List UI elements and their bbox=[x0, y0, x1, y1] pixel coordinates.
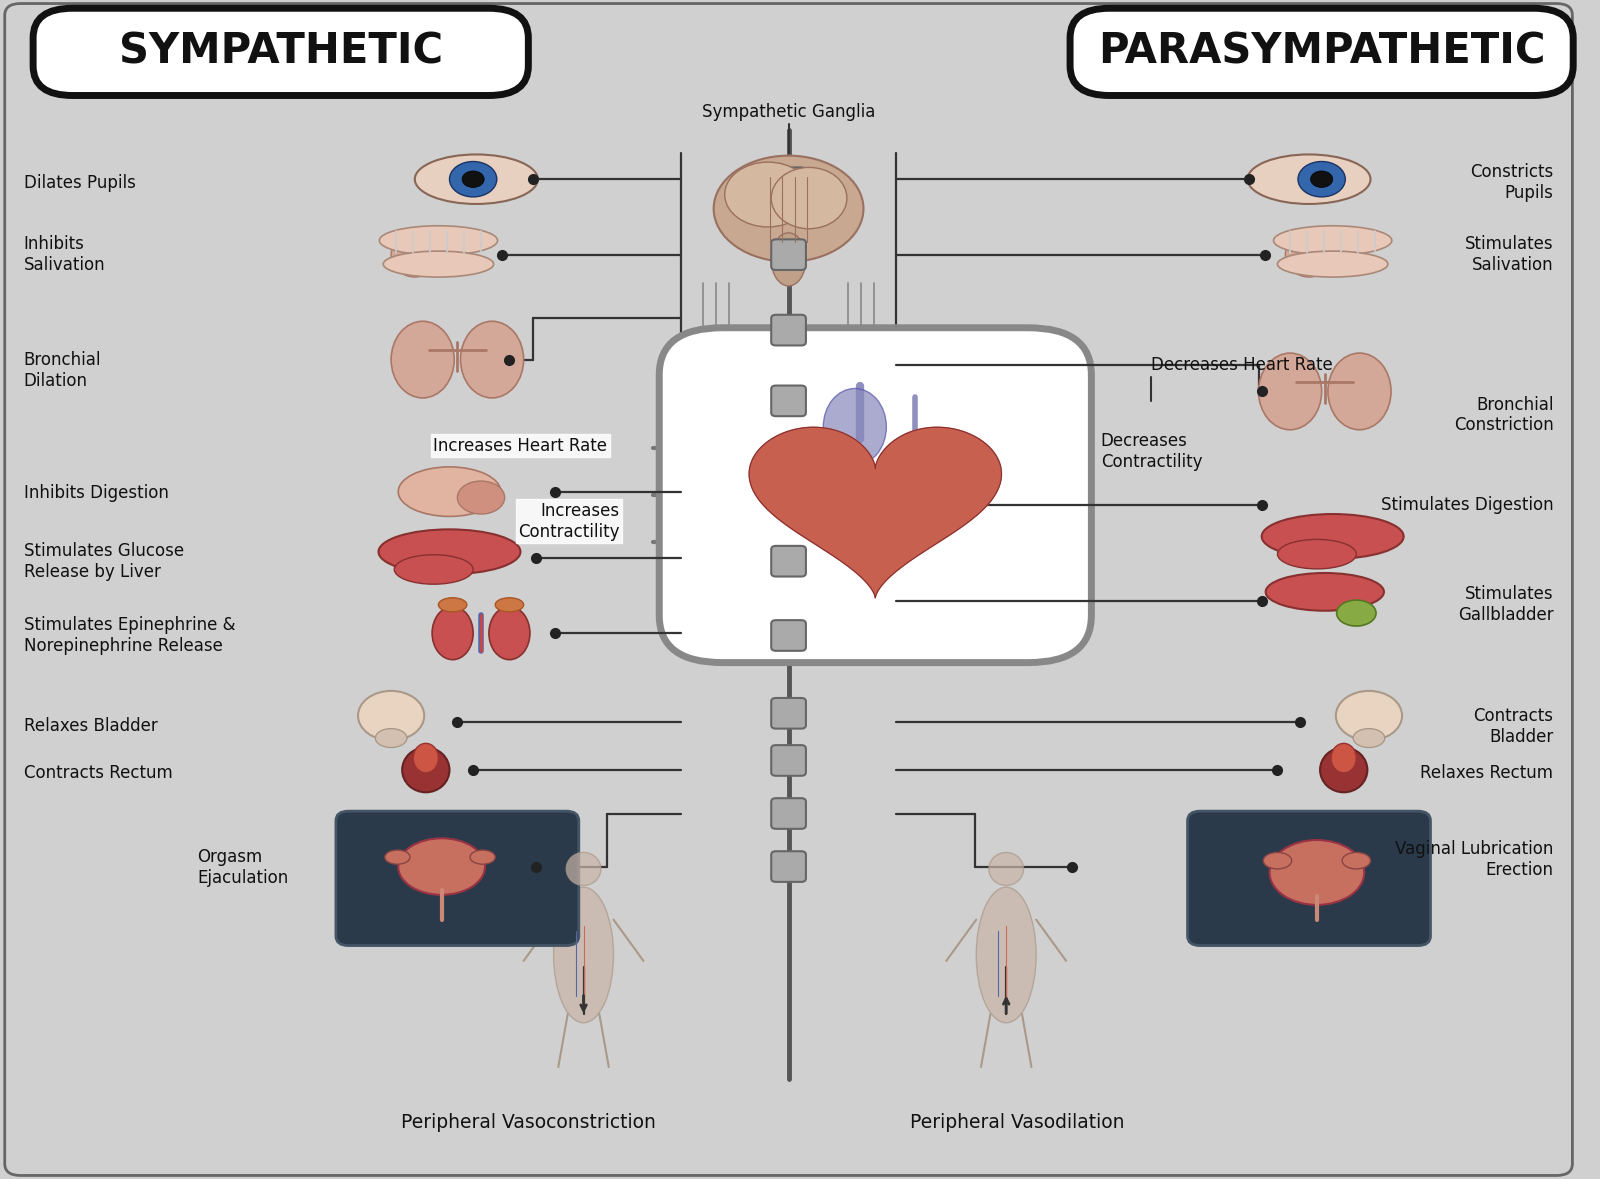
Ellipse shape bbox=[1336, 600, 1376, 626]
Text: SYMPATHETIC: SYMPATHETIC bbox=[118, 31, 443, 73]
Ellipse shape bbox=[1354, 729, 1384, 747]
Text: Stimulates Digestion: Stimulates Digestion bbox=[1381, 495, 1554, 514]
Ellipse shape bbox=[1285, 232, 1333, 277]
Ellipse shape bbox=[398, 467, 501, 516]
Text: Dilates Pupils: Dilates Pupils bbox=[24, 173, 136, 192]
Ellipse shape bbox=[358, 691, 424, 740]
Ellipse shape bbox=[976, 887, 1037, 1023]
Ellipse shape bbox=[1269, 839, 1365, 905]
Text: Stimulates
Salivation: Stimulates Salivation bbox=[1466, 236, 1554, 274]
Ellipse shape bbox=[1266, 573, 1384, 611]
Text: Inhibits
Salivation: Inhibits Salivation bbox=[24, 236, 106, 274]
Ellipse shape bbox=[438, 598, 467, 612]
FancyBboxPatch shape bbox=[659, 328, 1091, 663]
Text: Increases Heart Rate: Increases Heart Rate bbox=[434, 436, 606, 455]
Polygon shape bbox=[749, 427, 1002, 598]
Ellipse shape bbox=[414, 154, 538, 204]
Ellipse shape bbox=[725, 163, 811, 228]
Ellipse shape bbox=[470, 850, 496, 864]
Ellipse shape bbox=[390, 322, 454, 399]
FancyBboxPatch shape bbox=[771, 798, 806, 829]
Text: Contracts Rectum: Contracts Rectum bbox=[24, 764, 173, 783]
Ellipse shape bbox=[714, 156, 864, 262]
FancyBboxPatch shape bbox=[771, 745, 806, 776]
Ellipse shape bbox=[1277, 251, 1387, 277]
Ellipse shape bbox=[398, 838, 485, 895]
Ellipse shape bbox=[390, 232, 438, 277]
Ellipse shape bbox=[432, 606, 474, 660]
FancyBboxPatch shape bbox=[771, 239, 806, 270]
Ellipse shape bbox=[458, 481, 504, 514]
Text: Decreases Heart Rate: Decreases Heart Rate bbox=[1152, 356, 1333, 375]
Text: PARASYMPATHETIC: PARASYMPATHETIC bbox=[1098, 31, 1546, 73]
Ellipse shape bbox=[824, 389, 886, 465]
Ellipse shape bbox=[450, 162, 496, 197]
FancyBboxPatch shape bbox=[771, 477, 806, 508]
Text: Stimulates Glucose
Release by Liver: Stimulates Glucose Release by Liver bbox=[24, 542, 184, 580]
Ellipse shape bbox=[566, 852, 602, 885]
Ellipse shape bbox=[554, 887, 613, 1023]
Text: Bronchial
Dilation: Bronchial Dilation bbox=[24, 351, 101, 389]
Ellipse shape bbox=[386, 850, 410, 864]
Text: Peripheral Vasoconstriction: Peripheral Vasoconstriction bbox=[402, 1113, 656, 1132]
Ellipse shape bbox=[1277, 540, 1357, 568]
FancyBboxPatch shape bbox=[771, 546, 806, 577]
Ellipse shape bbox=[394, 555, 474, 584]
FancyBboxPatch shape bbox=[771, 851, 806, 882]
Ellipse shape bbox=[1336, 691, 1402, 740]
Ellipse shape bbox=[402, 747, 450, 792]
Text: Peripheral Vasodilation: Peripheral Vasodilation bbox=[910, 1113, 1125, 1132]
FancyBboxPatch shape bbox=[1187, 811, 1430, 946]
FancyBboxPatch shape bbox=[771, 698, 806, 729]
FancyBboxPatch shape bbox=[34, 8, 528, 95]
Ellipse shape bbox=[496, 598, 523, 612]
FancyBboxPatch shape bbox=[5, 4, 1573, 1175]
FancyBboxPatch shape bbox=[336, 811, 579, 946]
Ellipse shape bbox=[989, 852, 1024, 885]
Text: Constricts
Pupils: Constricts Pupils bbox=[1470, 164, 1554, 202]
Text: Relaxes Bladder: Relaxes Bladder bbox=[24, 717, 157, 736]
Text: Vaginal Lubrication
Erection: Vaginal Lubrication Erection bbox=[1395, 841, 1554, 878]
Ellipse shape bbox=[1310, 171, 1333, 187]
Text: Increases
Contractility: Increases Contractility bbox=[518, 502, 619, 540]
Ellipse shape bbox=[384, 251, 494, 277]
FancyBboxPatch shape bbox=[771, 315, 806, 345]
Text: Bronchial
Constriction: Bronchial Constriction bbox=[1454, 396, 1554, 434]
Text: Inhibits Digestion: Inhibits Digestion bbox=[24, 483, 168, 502]
FancyBboxPatch shape bbox=[1070, 8, 1573, 95]
Ellipse shape bbox=[1262, 514, 1403, 559]
Text: Sympathetic Ganglia: Sympathetic Ganglia bbox=[702, 103, 875, 121]
FancyBboxPatch shape bbox=[771, 386, 806, 416]
Ellipse shape bbox=[1342, 852, 1371, 869]
FancyBboxPatch shape bbox=[771, 167, 806, 198]
Text: Stimulates Epinephrine &
Norepinephrine Release: Stimulates Epinephrine & Norepinephrine … bbox=[24, 617, 235, 654]
Ellipse shape bbox=[376, 729, 406, 747]
Text: Contracts
Bladder: Contracts Bladder bbox=[1474, 707, 1554, 745]
Text: Relaxes Rectum: Relaxes Rectum bbox=[1421, 764, 1554, 783]
Ellipse shape bbox=[1320, 747, 1368, 792]
Ellipse shape bbox=[1331, 744, 1357, 773]
Ellipse shape bbox=[1328, 354, 1390, 430]
Ellipse shape bbox=[413, 744, 438, 773]
Ellipse shape bbox=[379, 226, 498, 255]
Text: Decreases
Contractility: Decreases Contractility bbox=[1101, 433, 1202, 470]
Ellipse shape bbox=[379, 529, 520, 574]
Ellipse shape bbox=[490, 606, 530, 660]
Ellipse shape bbox=[1248, 154, 1371, 204]
Text: Orgasm
Ejaculation: Orgasm Ejaculation bbox=[197, 849, 288, 887]
Ellipse shape bbox=[771, 167, 846, 229]
FancyBboxPatch shape bbox=[771, 620, 806, 651]
Ellipse shape bbox=[1298, 162, 1346, 197]
Ellipse shape bbox=[1274, 226, 1392, 255]
Ellipse shape bbox=[771, 233, 806, 286]
Ellipse shape bbox=[461, 322, 523, 399]
Ellipse shape bbox=[1264, 852, 1291, 869]
Ellipse shape bbox=[462, 171, 485, 187]
Ellipse shape bbox=[1259, 354, 1322, 430]
Text: Stimulates
Gallbladder: Stimulates Gallbladder bbox=[1458, 586, 1554, 624]
